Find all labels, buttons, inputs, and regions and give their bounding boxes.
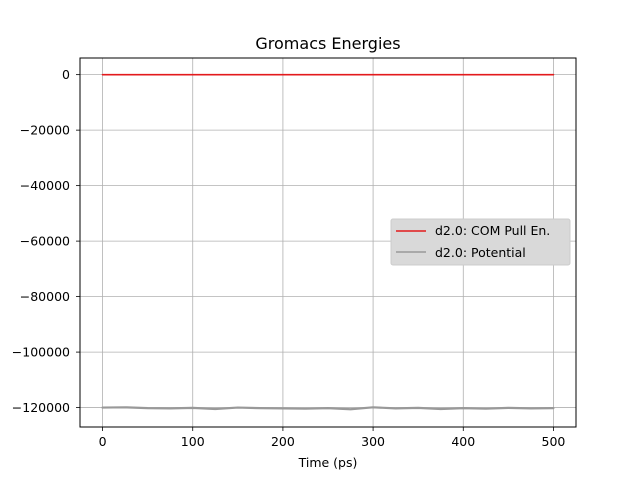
series-line-potential <box>101 406 555 411</box>
y-tick-label: −100000 <box>12 345 70 360</box>
series-lines <box>101 73 555 411</box>
legend-label-com-pull: d2.0: COM Pull En. <box>435 223 550 238</box>
y-tick-label: −120000 <box>12 400 70 415</box>
y-tick-label: 0 <box>62 67 70 82</box>
x-tick-label: 200 <box>271 434 295 449</box>
y-tick-label: −20000 <box>20 123 70 138</box>
y-tick-label: −40000 <box>20 178 70 193</box>
x-tick-label: 400 <box>451 434 475 449</box>
plot-frame <box>79 57 577 428</box>
x-tick-label: 300 <box>361 434 385 449</box>
axis-ticks: 0 100 200 300 400 500 0 −20000 −40000 −60000 −8000… <box>12 67 566 449</box>
x-tick-label: 100 <box>181 434 205 449</box>
legend-label-potential: d2.0: Potential <box>435 245 526 260</box>
x-axis-label: Time (ps) <box>298 455 358 470</box>
chart-title: Gromacs Energies <box>255 34 400 53</box>
x-tick-label: 0 <box>99 434 107 449</box>
legend-box <box>390 218 571 266</box>
x-tick-label: 500 <box>542 434 566 449</box>
y-tick-label: −60000 <box>20 234 70 249</box>
legend: d2.0: COM Pull En. d2.0: Potential <box>390 218 571 266</box>
y-tick-label: −80000 <box>20 289 70 304</box>
